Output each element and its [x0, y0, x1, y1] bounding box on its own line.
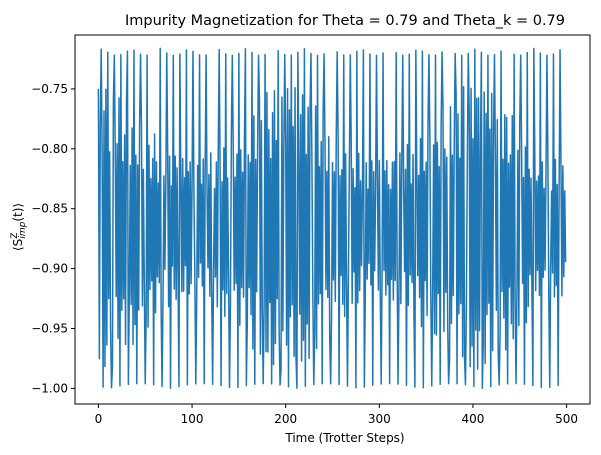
- y-tick-label: −1.00: [31, 381, 68, 395]
- y-tick-label: −0.95: [31, 322, 68, 336]
- y-axis: −1.00 −0.95 −0.90 −0.85 −0.80 −0.75: [31, 82, 75, 395]
- y-axis-label: ⟨SZimp(t)⟩: [10, 203, 28, 251]
- y-tick-label: −0.80: [31, 142, 68, 156]
- x-tick-label: 100: [181, 412, 204, 426]
- x-tick-label: 500: [555, 412, 578, 426]
- y-tick-label: −0.90: [31, 262, 68, 276]
- x-axis: 0 100 200 300 400 500: [95, 404, 578, 426]
- x-tick-label: 400: [462, 412, 485, 426]
- plot-frame: [74, 34, 591, 405]
- y-tick-label: −0.75: [31, 82, 68, 96]
- x-tick-label: 200: [274, 412, 297, 426]
- x-tick-label: 0: [95, 412, 103, 426]
- plot-area: [97, 47, 567, 390]
- y-tick-label: −0.85: [31, 202, 68, 216]
- y-label-base: ⟨S: [11, 239, 25, 251]
- series-line-0: [97, 47, 567, 390]
- x-axis-label: Time (Trotter Steps): [284, 431, 404, 445]
- x-tick-label: 300: [368, 412, 391, 426]
- y-label-sup: Z: [10, 233, 20, 239]
- y-label-tail: (t)⟩: [11, 203, 25, 222]
- chart-title: Impurity Magnetization for Theta = 0.79 …: [125, 13, 565, 29]
- y-label-sub: imp: [18, 221, 28, 238]
